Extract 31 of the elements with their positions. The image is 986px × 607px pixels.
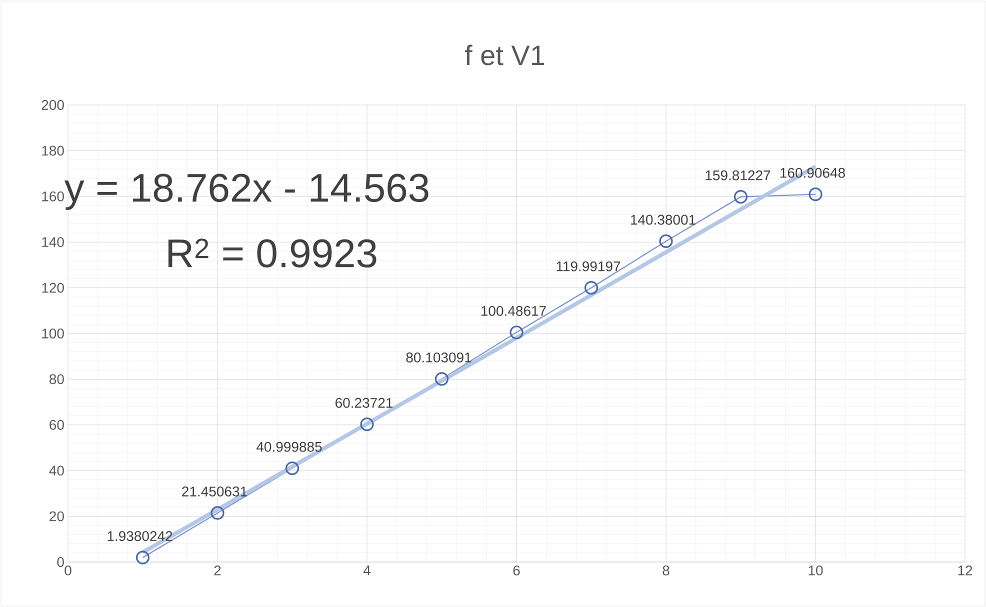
data-label: 60.23721	[336, 398, 393, 408]
x-tick-label: 6	[513, 566, 520, 576]
x-tick-label: 10	[808, 566, 823, 576]
x-tick-label: 8	[662, 566, 670, 576]
x-tick-label: 2	[214, 566, 221, 576]
y-tick-label: 180	[42, 146, 64, 156]
data-label: 119.99197	[556, 261, 620, 272]
y-tick-label: 60	[50, 420, 64, 430]
x-tick-label: 12	[958, 566, 972, 576]
data-label: 21.450631	[182, 486, 247, 496]
data-label: 40.999885	[256, 442, 322, 452]
data-label: 1.9380242	[108, 531, 172, 542]
y-tick-label: 80	[50, 374, 64, 384]
annotation: R$^{2}$ = 0.9923	[168, 238, 376, 268]
x-tick-label: 0	[64, 566, 72, 576]
chart-title: f et V1	[464, 44, 544, 66]
y-tick-label: 100	[42, 328, 64, 338]
y-tick-label: 200	[42, 100, 64, 110]
data-label: 80.103091	[406, 352, 472, 362]
y-tick-label: 120	[42, 282, 64, 293]
y-tick-label: 140	[42, 237, 64, 248]
data-label: 160.90648	[780, 168, 845, 178]
data-label: 159.81227	[706, 170, 770, 180]
y-tick-label: 0	[57, 557, 64, 567]
y-tick-label: 40	[49, 466, 64, 476]
data-label: 140.38001	[630, 214, 696, 225]
y-tick-label: 160	[42, 191, 64, 202]
y-tick-label: 20	[50, 511, 64, 522]
annotation: y = 18.762x - 14.563	[64, 174, 428, 210]
data-label: 100.48617	[481, 306, 546, 316]
x-tick-label: 4	[363, 566, 370, 576]
